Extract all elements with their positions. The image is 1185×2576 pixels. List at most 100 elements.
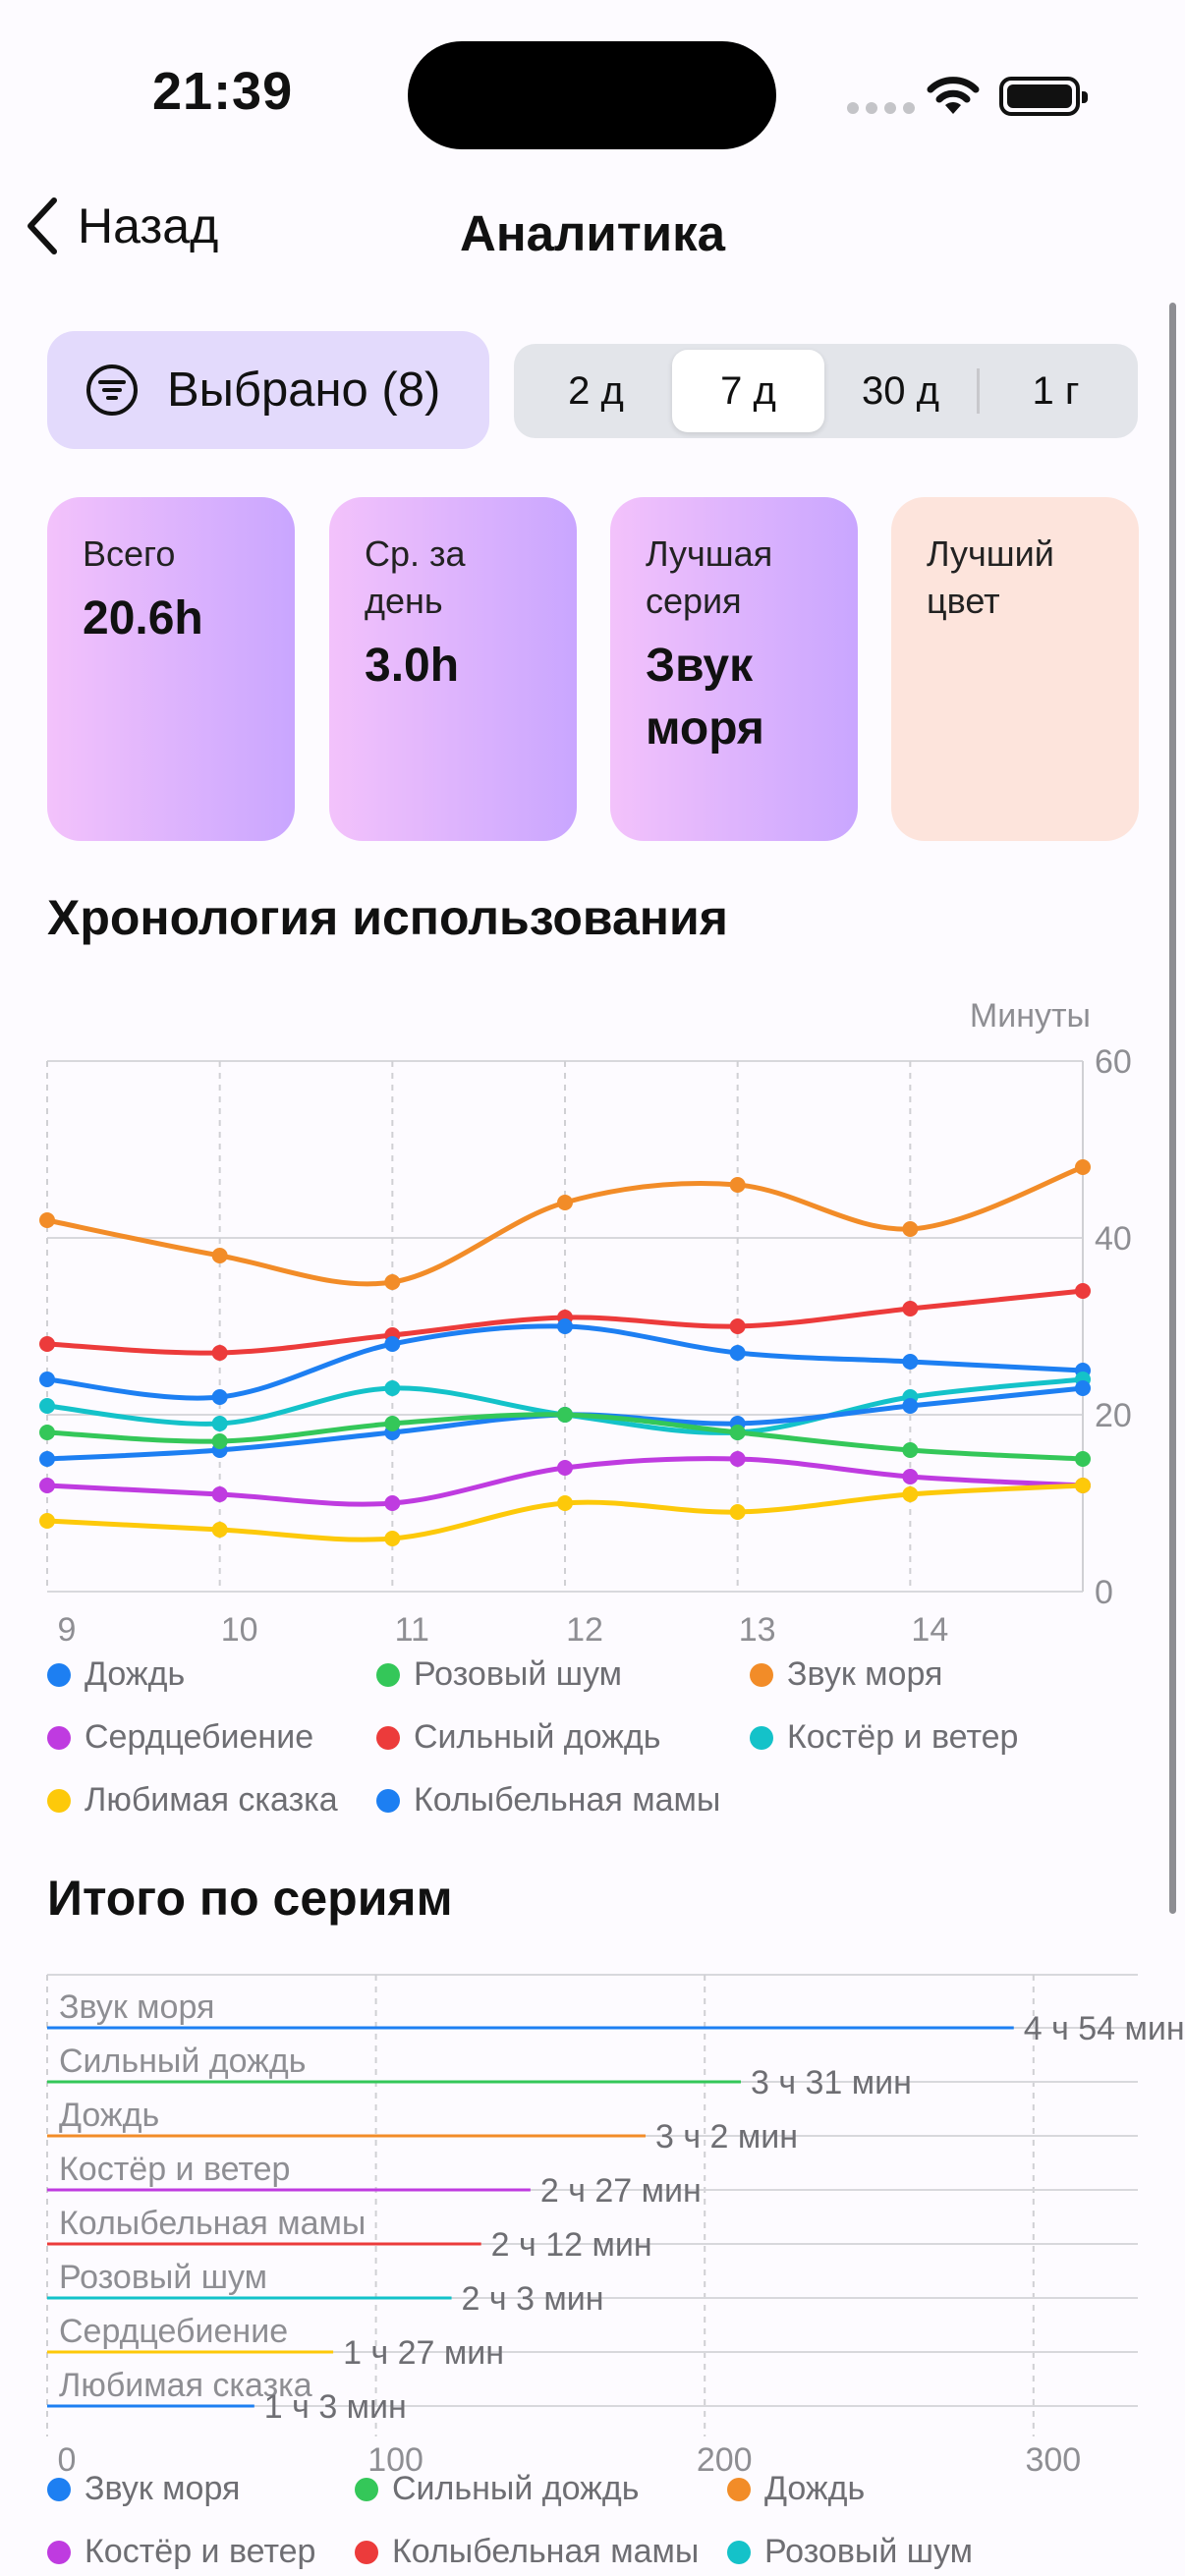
x-tick-label: 11 [395,1611,429,1649]
data-point [902,1442,919,1458]
legend-label: Розовый шум [414,1655,623,1693]
y-tick-label: 20 [1095,1397,1132,1434]
stat-label: Ср. за день [365,533,466,621]
legend-dot [376,1662,400,1687]
dynamic-island [408,41,776,149]
data-point [557,1310,573,1325]
data-point [39,1425,55,1440]
legend-item[interactable]: Колыбельная мамы [355,2533,699,2571]
legend-item[interactable]: Колыбельная мамы [376,1781,720,1820]
legend-item[interactable]: Дождь [47,1655,185,1694]
data-point [39,1478,55,1493]
bar-category-label: Звук моря [59,1988,214,2026]
series-line [46,1323,1084,1401]
timeline-title: Хронология использования [47,890,728,945]
data-point [211,1416,228,1431]
scroll-indicator[interactable] [1169,303,1176,1914]
legend-dot [47,2540,71,2564]
y-tick-label: 0 [1095,1574,1113,1611]
legend-item[interactable]: Костёр и ветер [750,1718,1018,1757]
status-bar: 21:39 [0,0,1185,187]
bar-value-label: 1 ч 3 мин [264,2388,407,2426]
legend-label: Звук моря [85,2470,241,2507]
data-point [902,1469,919,1484]
data-point [729,1451,746,1467]
data-point [557,1407,573,1423]
data-point [1075,1380,1091,1396]
stat-label: Всего [83,533,176,574]
data-point [39,1398,55,1414]
legend-item[interactable]: Розовый шум [727,2533,973,2571]
period-option-2d[interactable]: 2 д [568,368,624,413]
period-option-30d[interactable]: 30 д [862,368,939,413]
bar-value-label: 3 ч 2 мин [655,2118,798,2156]
y-tick-label: 40 [1095,1220,1132,1258]
legend-item[interactable]: Сильный дождь [376,1718,660,1757]
legend-item[interactable]: Сердцебиение [47,1718,313,1757]
legend-label: Сильный дождь [392,2470,640,2507]
data-point [211,1389,228,1405]
stat-card-best-color: Лучший цвет [891,497,1139,841]
data-point [39,1513,55,1529]
data-point [39,1336,55,1352]
data-point [902,1221,919,1237]
wifi-icon [927,77,980,114]
data-point [729,1177,746,1193]
series-line [46,1385,1084,1462]
navigation-bar: Назад Аналитика [0,187,1185,275]
data-point [729,1416,746,1431]
totals-title: Итого по сериям [47,1871,453,1926]
data-point [1075,1283,1091,1299]
legend-item[interactable]: Звук моря [47,2470,240,2508]
data-point [557,1407,573,1423]
legend-item[interactable]: Любимая сказка [47,1781,338,1820]
data-point [557,1195,573,1210]
data-point [1075,1451,1091,1467]
bar-value-label: 3 ч 31 мин [751,2064,912,2101]
filter-icon [86,364,138,416]
data-point [211,1522,228,1538]
data-point [1075,1372,1091,1387]
legend-dot [47,1725,71,1750]
series-line [46,1483,1084,1542]
legend-item[interactable]: Костёр и ветер [47,2533,315,2571]
x-tick-label: 13 [739,1611,776,1649]
data-point [384,1531,401,1546]
period-option-7d[interactable]: 7 д [672,350,824,432]
data-point [384,1380,401,1396]
stat-value: 20.6h [83,592,203,644]
series-line [46,1412,1084,1462]
data-point [729,1504,746,1520]
data-point [729,1345,746,1361]
legend-dot [355,2540,378,2564]
data-point [902,1354,919,1370]
legend-label: Колыбельная мамы [392,2533,700,2570]
page-title: Аналитика [460,205,725,261]
segment-divider [977,368,980,414]
legend-item[interactable]: Звук моря [750,1655,942,1694]
bar-category-label: Костёр и ветер [59,2151,290,2188]
y-axis-label: Минуты [970,997,1091,1035]
bar-category-label: Розовый шум [59,2259,267,2296]
legend-label: Звук моря [787,1655,943,1693]
series-line [46,1164,1084,1287]
legend-label: Любимая сказка [85,1781,338,1819]
legend-dot [376,1788,400,1813]
legend-label: Сердцебиение [85,1718,314,1756]
data-point [902,1389,919,1405]
legend-item[interactable]: Дождь [727,2470,865,2508]
legend-item[interactable]: Сильный дождь [355,2470,639,2508]
legend-dot [47,1662,71,1687]
bar-value-label: 2 ч 3 мин [462,2280,604,2318]
x-tick-label: 9 [58,1611,77,1649]
period-option-1y[interactable]: 1 г [1032,368,1080,413]
data-point [902,1301,919,1316]
battery-icon [999,77,1088,116]
legend-item[interactable]: Розовый шум [376,1655,622,1694]
back-button[interactable]: Назад [25,196,218,255]
y-tick-label: 60 [1095,1043,1132,1081]
data-point [729,1318,746,1334]
series-filter-button[interactable]: Выбрано (8) [47,331,489,449]
bar-category-label: Сердцебиение [59,2313,288,2350]
data-point [211,1433,228,1449]
